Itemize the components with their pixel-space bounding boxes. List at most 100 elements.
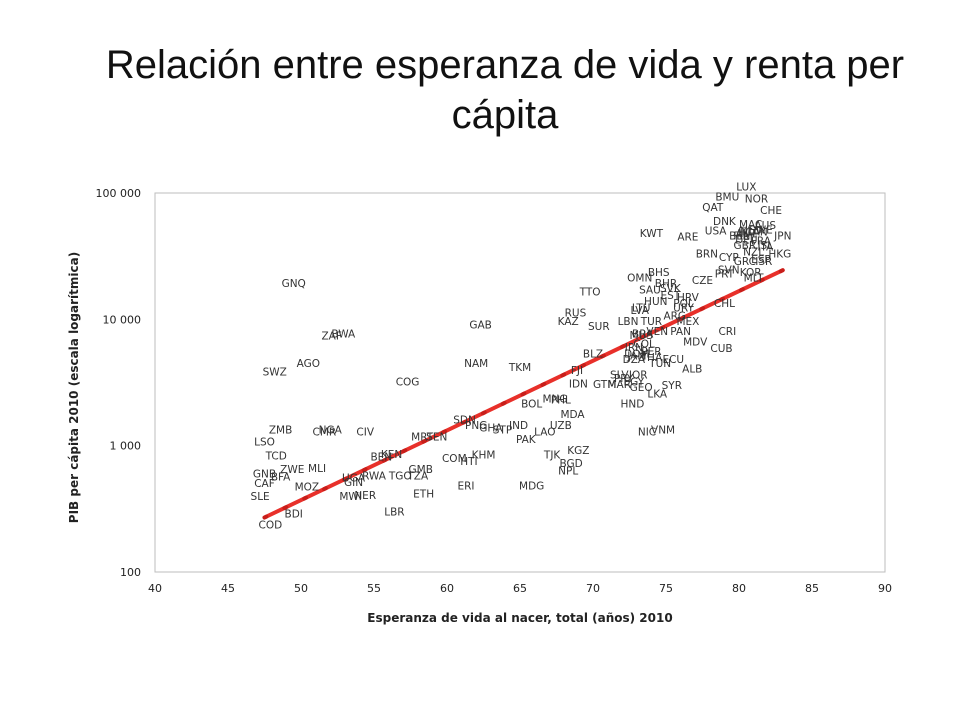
point-label: RUS xyxy=(565,308,587,320)
point-label: FRA xyxy=(751,236,772,248)
point-label: KEN xyxy=(381,449,402,461)
point-label: MDG xyxy=(519,480,544,492)
point-label: FJI xyxy=(571,365,583,377)
point-label: QAT xyxy=(702,202,724,214)
point-label: DZA xyxy=(623,354,646,366)
point-label: ERI xyxy=(457,480,474,492)
point-label: FIN xyxy=(733,230,750,242)
point-label: MDV xyxy=(683,337,708,349)
point-label: ISL xyxy=(757,240,773,252)
point-label: URY xyxy=(673,303,694,315)
point-label: ECU xyxy=(662,354,684,366)
point-label: GIN xyxy=(344,477,363,489)
point-label: KOR xyxy=(740,267,762,279)
x-tick-label: 65 xyxy=(513,582,527,595)
point-label: IND xyxy=(509,420,528,432)
point-label: GMB xyxy=(409,464,433,476)
point-label: TUN xyxy=(648,358,671,370)
point-label: NIC xyxy=(638,427,656,439)
x-tick-label: 55 xyxy=(367,582,381,595)
y-tick-label: 1 000 xyxy=(110,440,142,453)
point-label: NOR xyxy=(745,194,768,206)
x-tick-label: 40 xyxy=(148,582,162,595)
point-label: TJK xyxy=(543,450,562,462)
y-tick-label: 100 xyxy=(120,566,141,579)
point-label: BOL xyxy=(521,399,542,411)
point-label: HRV xyxy=(677,292,700,304)
point-label: AUS xyxy=(755,220,777,232)
point-label: CAF xyxy=(254,478,275,490)
point-label: GTM xyxy=(593,379,616,391)
point-label: SLE xyxy=(251,491,270,503)
point-label: TUR xyxy=(640,316,662,328)
point-label: MNG xyxy=(543,393,568,405)
point-label: ARG xyxy=(663,310,686,322)
point-label: JAM xyxy=(626,351,646,363)
point-label: PRT xyxy=(715,268,735,280)
point-label: SUR xyxy=(588,321,610,333)
point-label: LAO xyxy=(534,427,555,439)
point-label: GNQ xyxy=(282,278,306,290)
point-label: NZL xyxy=(743,247,764,259)
point-label: ALB xyxy=(682,363,702,375)
y-tick-label: 100 000 xyxy=(96,187,142,200)
point-label: ARE xyxy=(677,232,698,244)
point-label: CIV xyxy=(356,427,374,439)
point-label: CRI xyxy=(718,326,736,338)
point-label: BDI xyxy=(285,509,303,521)
point-label: MAC xyxy=(739,219,762,231)
x-tick-label: 85 xyxy=(805,582,819,595)
point-label: HKG xyxy=(768,248,791,260)
point-label: IDN xyxy=(569,378,588,390)
point-label: MDA xyxy=(560,409,585,421)
point-label: BHR xyxy=(655,278,677,290)
point-label: SWZ xyxy=(263,366,287,378)
point-label: MLI xyxy=(308,463,326,475)
point-label: STP xyxy=(493,424,512,436)
x-tick-label: 80 xyxy=(732,582,746,595)
point-label: MOZ xyxy=(295,482,320,494)
point-label: MAR xyxy=(608,379,632,391)
point-label: ISR xyxy=(755,256,772,268)
point-label: COL xyxy=(633,338,655,350)
y-axis-ticks: 100 1 000 10 000 100 000 xyxy=(96,187,142,579)
point-label: TTO xyxy=(579,286,601,298)
point-label: MRT xyxy=(411,431,434,443)
point-label: PAK xyxy=(516,434,537,446)
chart-title: Relación entre esperanza de vida y renta… xyxy=(105,43,905,137)
x-axis-label: Esperanza de vida al nacer, total (años)… xyxy=(367,611,672,625)
point-label: TZA xyxy=(406,470,429,482)
point-label: BEN xyxy=(370,452,392,464)
point-label: NPL xyxy=(558,466,578,478)
point-label: TKM xyxy=(508,362,531,374)
point-label: IRL xyxy=(738,227,754,239)
point-label: UZB xyxy=(550,420,572,432)
point-label: BRN xyxy=(696,248,718,260)
point-label: SDN xyxy=(453,414,476,426)
point-label: KAZ xyxy=(558,316,579,328)
point-label: PAN xyxy=(670,326,691,338)
point-label: COG xyxy=(396,376,420,388)
point-label: LSO xyxy=(254,437,275,449)
point-label: SAU xyxy=(639,285,661,297)
point-label: ESP xyxy=(751,254,771,266)
point-label: GHA xyxy=(479,422,503,434)
point-label: KWT xyxy=(640,228,664,240)
y-tick-label: 10 000 xyxy=(103,313,142,326)
point-label: LBN xyxy=(618,316,639,328)
point-label: KGZ xyxy=(567,445,589,457)
x-tick-label: 75 xyxy=(659,582,673,595)
point-label: GEO xyxy=(630,382,653,394)
gridlines xyxy=(154,192,886,573)
x-tick-label: 45 xyxy=(221,582,235,595)
point-label: LBR xyxy=(384,507,404,519)
point-label: CZE xyxy=(692,275,713,287)
point-label: CHE xyxy=(760,205,782,217)
point-label: TGO xyxy=(388,470,412,482)
point-label: PER xyxy=(641,346,661,358)
point-label: DNK xyxy=(713,216,737,228)
point-label: CYP xyxy=(719,252,739,264)
point-label: VNM xyxy=(651,424,675,436)
